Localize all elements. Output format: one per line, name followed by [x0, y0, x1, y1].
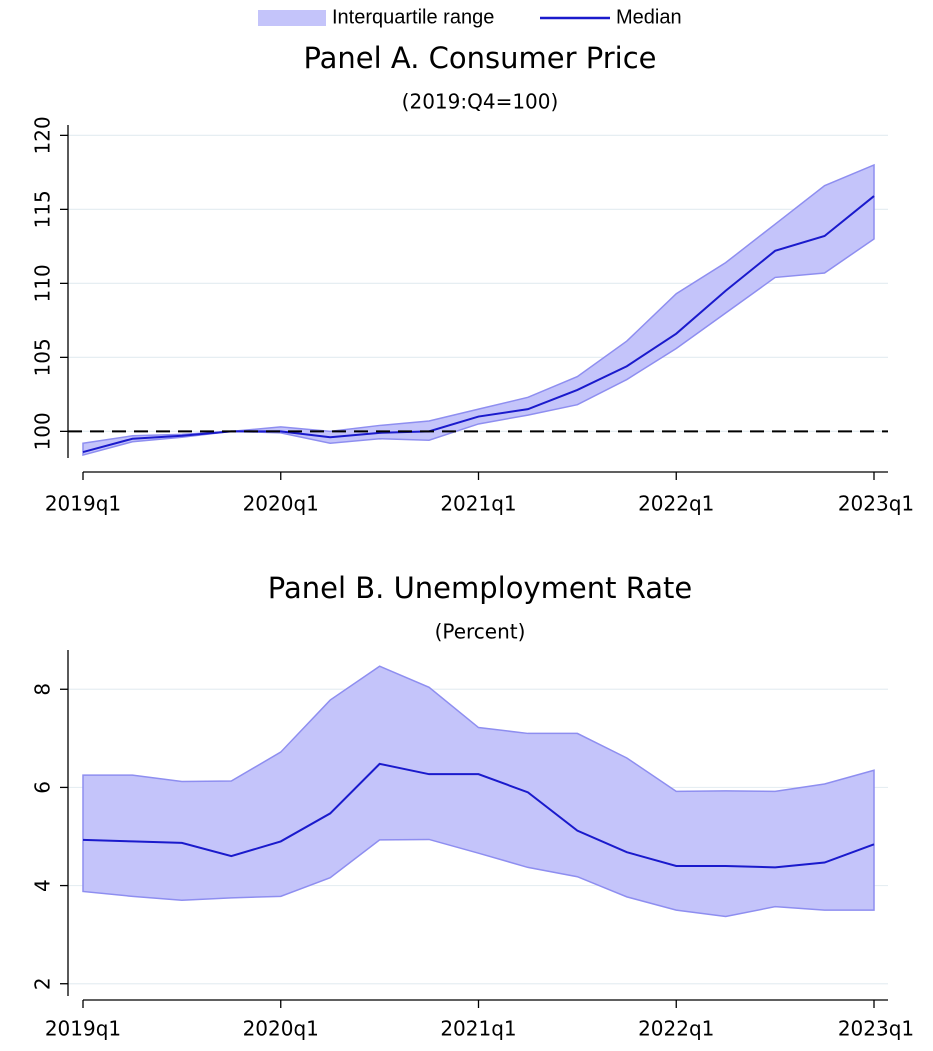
x-tick-label: 2020q1	[243, 492, 319, 516]
y-tick-label: 6	[31, 781, 55, 794]
legend-label: Interquartile range	[332, 6, 494, 28]
y-tick-label: 115	[31, 190, 55, 228]
y-tick-label: 100	[31, 412, 55, 450]
y-tick-label: 105	[31, 338, 55, 376]
median-line	[82, 762, 875, 869]
x-tick-label: 2022q1	[638, 492, 714, 516]
x-tick-label: 2023q1	[838, 1017, 914, 1041]
x-tick-label: 2019q1	[45, 1017, 121, 1041]
legend-swatch	[258, 10, 326, 26]
iqr-band	[82, 163, 875, 457]
x-tick-label: 2022q1	[638, 1017, 714, 1041]
legend-label: Median	[616, 6, 682, 28]
x-tick-label: 2023q1	[838, 492, 914, 516]
y-tick-label: 120	[31, 116, 55, 154]
chart-subtitle: (Percent)	[435, 620, 526, 644]
x-tick-label: 2020q1	[243, 1017, 319, 1041]
chart-title: Panel A. Consumer Price	[303, 41, 656, 75]
y-tick-label: 2	[31, 977, 55, 990]
y-tick-label: 4	[31, 879, 55, 892]
x-tick-label: 2021q1	[440, 1017, 516, 1041]
x-tick-label: 2019q1	[45, 492, 121, 516]
chart-subtitle: (2019:Q4=100)	[402, 90, 559, 114]
x-tick-label: 2021q1	[440, 492, 516, 516]
iqr-band	[82, 665, 875, 918]
y-tick-label: 110	[31, 264, 55, 302]
y-tick-label: 8	[31, 683, 55, 696]
chart-title: Panel B. Unemployment Rate	[268, 571, 692, 605]
median-line	[82, 195, 875, 454]
